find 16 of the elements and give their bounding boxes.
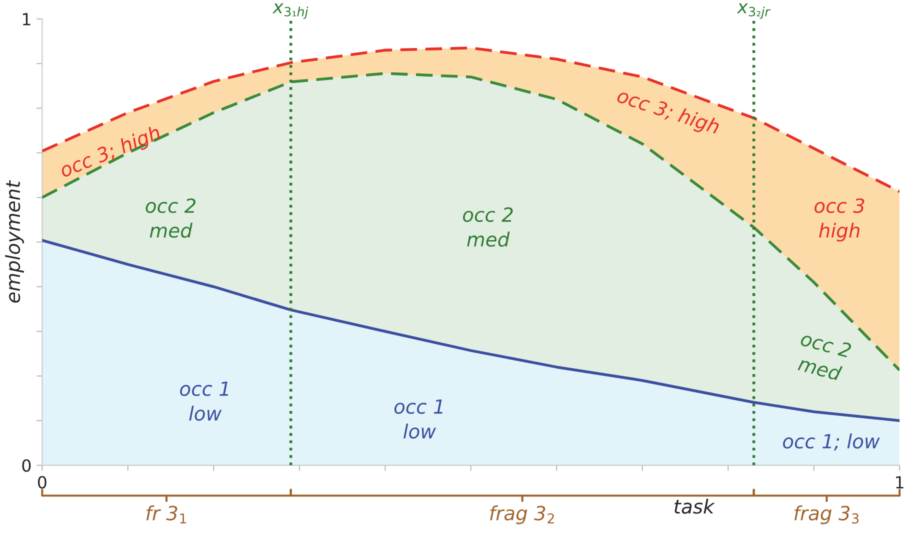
y-axis-title: employment — [5, 180, 24, 303]
text: fr 3$_{1}$ — [146, 505, 186, 524]
ref-line-label: x$_{3₁hj}$ — [272, 3, 308, 19]
annotation: occ 2 med — [146, 198, 196, 238]
text: frag 3$_{2}$ — [490, 505, 554, 524]
annotation: occ 3 high — [814, 198, 864, 242]
annotation: occ 3; high — [615, 87, 721, 138]
annotation: occ 3; high — [58, 124, 163, 182]
annotation: occ 1 low — [394, 399, 442, 439]
annotation: occ 1; low — [782, 434, 880, 451]
annotation: occ 2 med — [463, 207, 513, 247]
x-axis-title: task — [674, 498, 715, 514]
annotation: occ 2 med — [798, 330, 852, 382]
ref-line-label: x$_{3₂jr}$ — [736, 3, 771, 19]
text: frag 3$_{3}$ — [794, 505, 859, 524]
annotation: occ 1 low — [180, 382, 228, 421]
